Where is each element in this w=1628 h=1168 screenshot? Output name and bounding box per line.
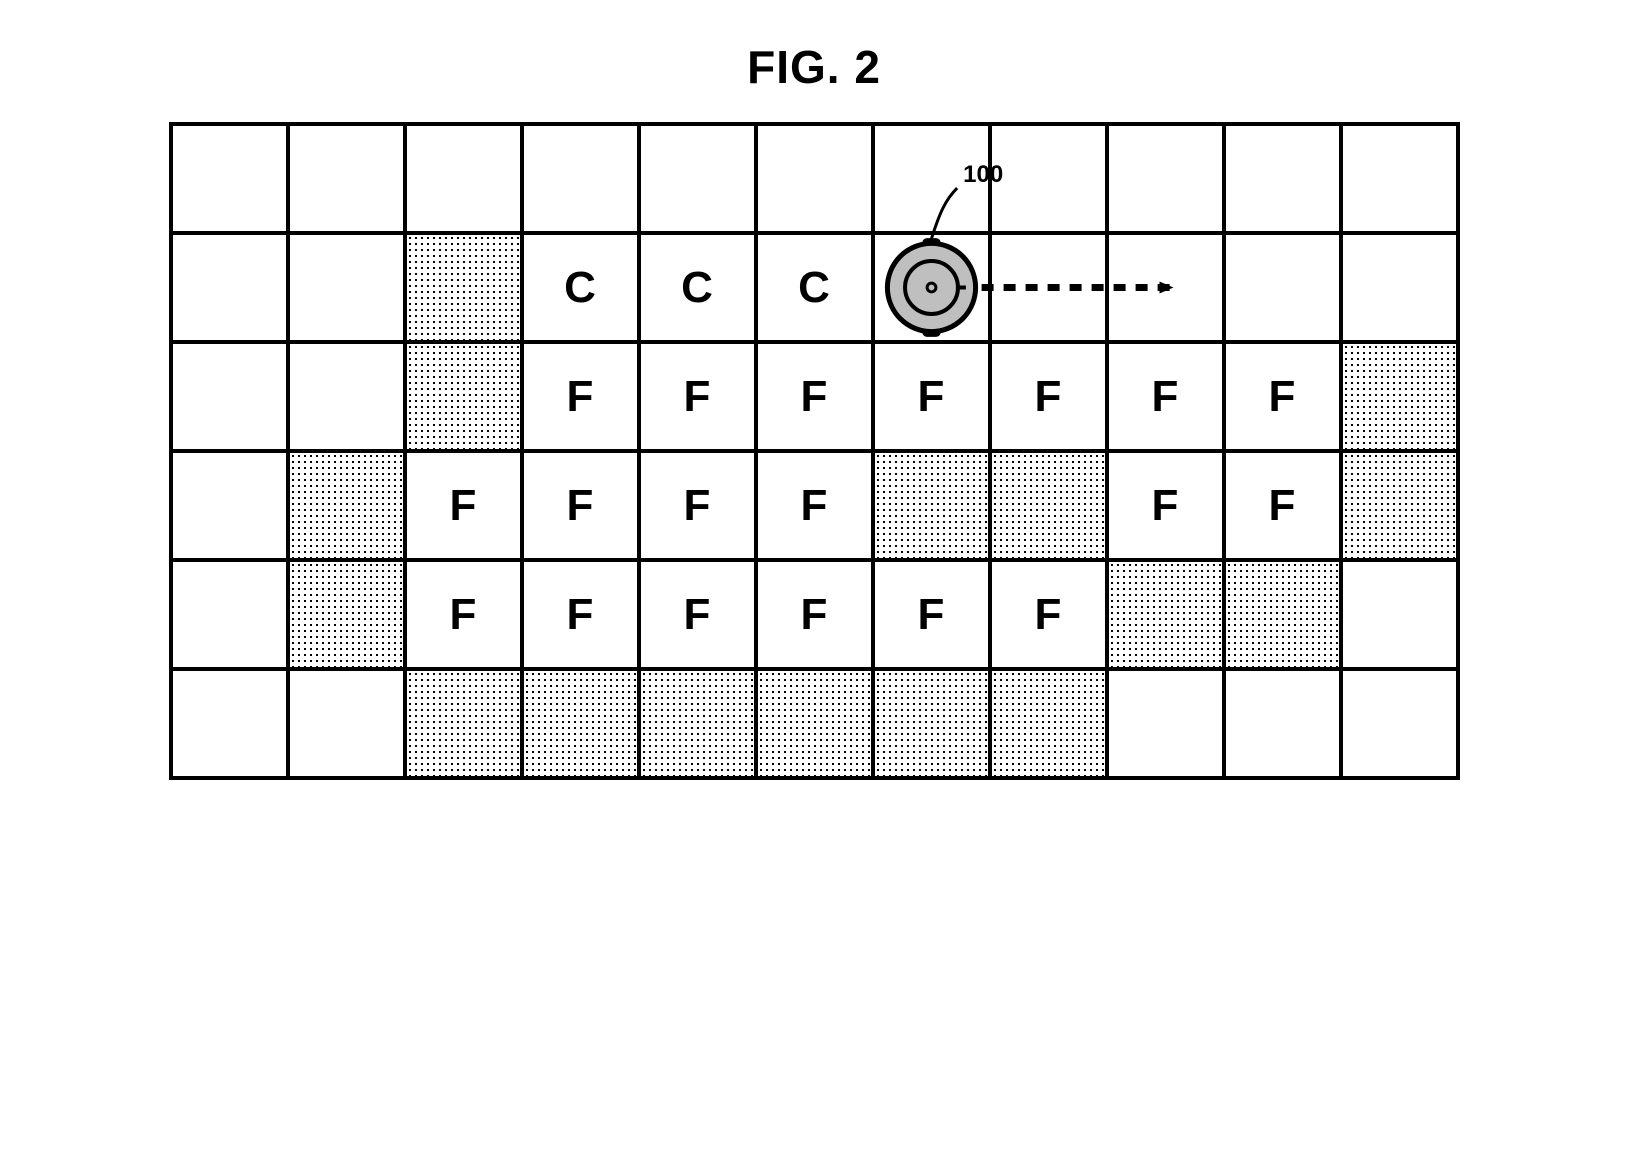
grid-cell: F — [1226, 344, 1339, 449]
grid-cell — [524, 671, 637, 776]
grid-cell — [992, 235, 1105, 340]
grid-cell — [758, 671, 871, 776]
figure-title: FIG. 2 — [747, 40, 881, 94]
grid-cell: F — [758, 453, 871, 558]
grid-cell — [407, 671, 520, 776]
grid-cell: F — [992, 562, 1105, 667]
grid-cell: F — [407, 453, 520, 558]
grid-cell — [641, 671, 754, 776]
grid-cell: F — [524, 453, 637, 558]
grid-cell — [290, 453, 403, 558]
grid-cell — [173, 562, 286, 667]
grid-cell — [1109, 671, 1222, 776]
grid-cell — [641, 126, 754, 231]
grid-cell — [173, 671, 286, 776]
grid-cell — [875, 235, 988, 340]
figure-2-grid-wrap: CCCFFFFFFFFFFFFFFFFFFF 100 — [169, 122, 1460, 780]
grid-cell — [1343, 453, 1456, 558]
grid-cell — [758, 126, 871, 231]
grid-cell — [1343, 562, 1456, 667]
grid-cell — [1226, 671, 1339, 776]
grid-cell — [1109, 235, 1222, 340]
grid-cell — [1343, 344, 1456, 449]
grid-cell — [173, 235, 286, 340]
grid-cell — [290, 235, 403, 340]
figure-2-grid: CCCFFFFFFFFFFFFFFFFFFF — [169, 122, 1460, 780]
grid-cell: C — [758, 235, 871, 340]
grid-cell: F — [875, 562, 988, 667]
grid-cell — [1226, 235, 1339, 340]
grid-cell — [1343, 126, 1456, 231]
grid-cell: F — [1109, 344, 1222, 449]
grid-cell — [173, 453, 286, 558]
grid-cell — [407, 126, 520, 231]
grid-cell — [290, 344, 403, 449]
grid-cell — [992, 126, 1105, 231]
grid-cell — [875, 126, 988, 231]
grid-cell — [407, 344, 520, 449]
grid-cell: C — [524, 235, 637, 340]
grid-cell — [524, 126, 637, 231]
grid-cell — [1109, 126, 1222, 231]
grid-cell: F — [1226, 453, 1339, 558]
grid-cell — [290, 562, 403, 667]
grid-cell — [992, 453, 1105, 558]
grid-cell — [1343, 235, 1456, 340]
grid-cell: F — [758, 344, 871, 449]
grid-cell: C — [641, 235, 754, 340]
grid-cell — [290, 126, 403, 231]
grid-cell: F — [641, 562, 754, 667]
grid-cell: F — [641, 344, 754, 449]
grid-cell: F — [524, 344, 637, 449]
grid-cell — [173, 344, 286, 449]
grid-cell: F — [524, 562, 637, 667]
grid-cell — [875, 671, 988, 776]
grid-cell — [290, 671, 403, 776]
grid-cell — [1343, 671, 1456, 776]
grid-cell: F — [758, 562, 871, 667]
grid-cell — [1226, 126, 1339, 231]
grid-cell — [1226, 562, 1339, 667]
grid-cell — [173, 126, 286, 231]
grid-cell — [407, 235, 520, 340]
grid-cell: F — [641, 453, 754, 558]
grid-cell: F — [1109, 453, 1222, 558]
grid-cell — [875, 453, 988, 558]
grid-cell: F — [407, 562, 520, 667]
grid-cell — [1109, 562, 1222, 667]
grid-cell: F — [875, 344, 988, 449]
grid-cell: F — [992, 344, 1105, 449]
grid-cell — [992, 671, 1105, 776]
